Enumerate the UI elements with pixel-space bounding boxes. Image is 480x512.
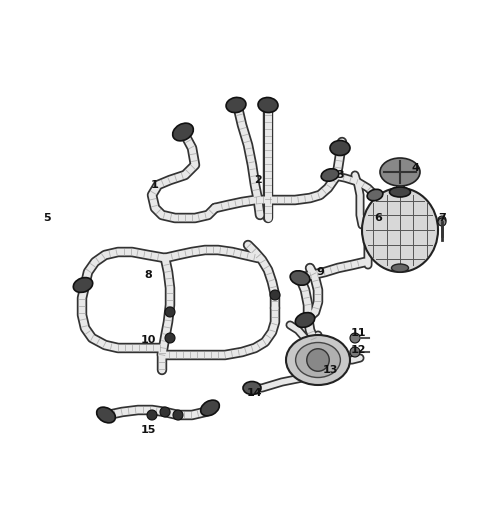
Text: 8: 8	[144, 270, 152, 280]
Ellipse shape	[73, 278, 93, 292]
Text: 3: 3	[336, 170, 344, 180]
Ellipse shape	[258, 97, 278, 113]
Ellipse shape	[362, 188, 438, 272]
Text: 15: 15	[140, 425, 156, 435]
Text: 12: 12	[350, 345, 366, 355]
Text: 13: 13	[322, 365, 338, 375]
Ellipse shape	[380, 158, 420, 186]
Text: 9: 9	[316, 267, 324, 277]
Text: 5: 5	[43, 213, 51, 223]
Circle shape	[307, 349, 329, 371]
Ellipse shape	[286, 335, 350, 385]
Text: 4: 4	[411, 163, 419, 173]
Circle shape	[270, 290, 280, 300]
Text: 7: 7	[438, 213, 446, 223]
Ellipse shape	[392, 264, 408, 272]
Ellipse shape	[295, 313, 315, 327]
Text: 2: 2	[254, 175, 262, 185]
Circle shape	[438, 216, 446, 224]
Text: 10: 10	[140, 335, 156, 345]
Text: 14: 14	[247, 388, 263, 398]
Circle shape	[438, 218, 446, 226]
Ellipse shape	[390, 187, 410, 197]
Text: 6: 6	[374, 213, 382, 223]
Ellipse shape	[243, 381, 261, 395]
Ellipse shape	[290, 271, 310, 285]
Ellipse shape	[96, 407, 115, 423]
Circle shape	[165, 307, 175, 317]
Text: 1: 1	[151, 180, 159, 190]
Ellipse shape	[173, 123, 193, 141]
Ellipse shape	[201, 400, 219, 416]
Ellipse shape	[226, 97, 246, 113]
Ellipse shape	[321, 169, 339, 181]
Circle shape	[147, 410, 157, 420]
Text: 11: 11	[350, 328, 366, 338]
Circle shape	[160, 407, 170, 417]
Ellipse shape	[367, 189, 383, 201]
Circle shape	[173, 410, 183, 420]
Ellipse shape	[296, 343, 340, 377]
Ellipse shape	[330, 140, 350, 156]
Circle shape	[350, 347, 360, 357]
Circle shape	[350, 333, 360, 343]
Circle shape	[165, 333, 175, 343]
